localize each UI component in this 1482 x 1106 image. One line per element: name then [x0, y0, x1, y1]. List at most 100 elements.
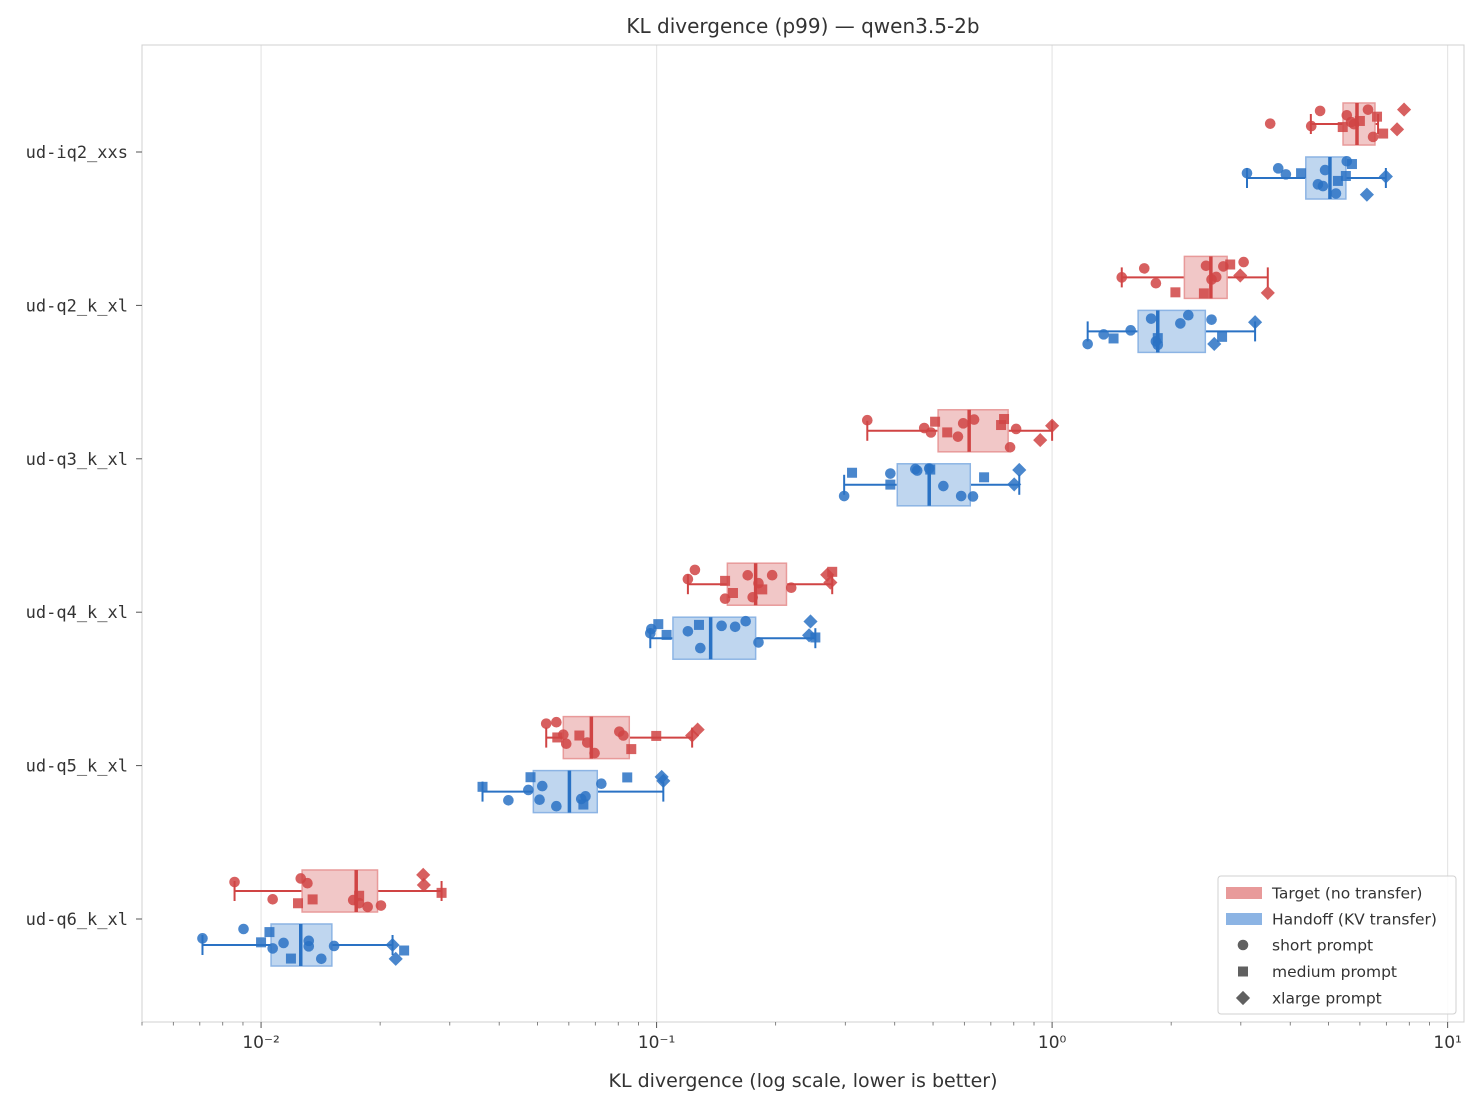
data-point-short [1314, 105, 1326, 117]
x-tick-label: 10⁻² [242, 1033, 279, 1053]
data-point-xlarge [416, 877, 431, 893]
data-point-short [197, 933, 208, 944]
data-point-short [957, 418, 969, 429]
data-point-short [1138, 263, 1150, 274]
data-point-short [682, 573, 694, 585]
y-tick-label: ud-q4_k_xl [26, 603, 128, 623]
data-point-medium [399, 945, 410, 956]
data-point-medium [661, 629, 672, 640]
data-point-short [534, 794, 545, 806]
data-point-short [838, 490, 850, 502]
data-point-short [1264, 118, 1276, 129]
data-point-xlarge [1260, 285, 1275, 300]
data-point-short [952, 431, 964, 442]
legend: Target (no transfer) Handoff (KV transfer… [1217, 875, 1457, 1015]
data-point-short [862, 414, 873, 426]
data-point-short [551, 800, 562, 812]
data-point-short [1098, 329, 1109, 340]
data-point-short [747, 591, 759, 603]
data-point-short [523, 784, 534, 796]
data-point-xlarge [802, 628, 817, 643]
data-point-short [1367, 131, 1379, 143]
data-point-short [303, 941, 315, 952]
data-point-medium [847, 467, 858, 478]
data-point-medium [1217, 331, 1228, 342]
data-point-medium [720, 575, 731, 586]
x-axis-label: KL divergence (log scale, lower is bette… [608, 1070, 997, 1092]
data-point-medium [1225, 259, 1236, 270]
chart-title: KL divergence (p99) — qwen3.5-2b [626, 14, 979, 38]
data-point-medium [307, 894, 318, 905]
data-point-short [551, 716, 562, 728]
box-plots [201, 102, 1387, 967]
data-point-xlarge [1012, 462, 1027, 478]
data-point-short [328, 940, 340, 952]
data-point-short [885, 468, 896, 479]
data-point-medium [354, 890, 365, 901]
data-point-short [375, 900, 387, 911]
data-point-xlarge [1248, 315, 1263, 330]
data-point-short [766, 569, 778, 581]
data-point-short [682, 625, 694, 637]
data-point-medium [525, 772, 536, 783]
data-point-medium [285, 953, 296, 964]
y-tick-label: ud-iq2_xxs [26, 143, 128, 163]
x-tick-label: 10⁰ [1038, 1033, 1067, 1053]
data-point-short [267, 943, 278, 954]
plot-frame [141, 44, 1465, 1023]
data-point-medium [757, 584, 768, 595]
data-point-short [1145, 313, 1157, 324]
data-point-short [729, 621, 741, 633]
data-point-xlarge [1389, 122, 1405, 137]
data-point-short [278, 937, 289, 949]
data-point-xlarge [1359, 187, 1374, 202]
data-point-medium [1372, 111, 1383, 122]
data-point-short [362, 901, 373, 913]
legend-label: xlarge prompt [1272, 990, 1382, 1008]
data-point-short [742, 570, 754, 581]
legend-swatch [1226, 913, 1262, 925]
data-point-medium [1332, 175, 1343, 186]
data-point-medium [827, 566, 838, 577]
data-point-short [938, 480, 949, 492]
x-tick-label: 10¹ [1433, 1033, 1461, 1053]
data-point-short [716, 620, 727, 632]
data-point-short [695, 642, 706, 654]
data-point-short [589, 747, 600, 759]
data-point-xlarge [1396, 102, 1412, 117]
data-point-short [315, 953, 327, 965]
data-point-short [503, 795, 514, 806]
data-point-short [1241, 167, 1253, 179]
data-point-short [1305, 120, 1317, 132]
data-point-xlarge [388, 951, 403, 966]
legend-marker-square [1238, 966, 1248, 977]
y-tick-label: ud-q3_k_xl [26, 450, 128, 470]
data-point-xlarge [1233, 268, 1248, 283]
data-point-short [968, 414, 980, 425]
data-point-short [540, 718, 552, 729]
grid [260, 45, 1449, 1022]
data-point-short [1238, 256, 1249, 268]
data-point-medium [1198, 288, 1209, 299]
y-tick-label: ud-q2_k_xl [26, 296, 128, 316]
data-point-short [955, 490, 967, 502]
legend-swatch [1226, 887, 1262, 899]
data-point-short [581, 737, 593, 748]
data-point-xlarge [385, 937, 400, 953]
data-point-medium [1296, 168, 1307, 179]
data-point-medium [810, 632, 821, 643]
data-point-medium [1108, 333, 1119, 344]
data-point-short [1010, 423, 1022, 435]
data-point-medium [653, 619, 664, 630]
data-point-short [967, 491, 979, 502]
data-point-medium [999, 414, 1010, 425]
data-point-medium [942, 427, 953, 438]
data-point-short [1183, 309, 1194, 321]
x-axis: 10⁻² 10⁻¹ 10⁰ 10¹ [141, 1022, 1462, 1053]
data-point-medium [693, 619, 704, 630]
data-point-medium [1378, 128, 1389, 139]
data-point-short [740, 615, 751, 627]
data-point-medium [1337, 122, 1348, 133]
data-point-short [785, 582, 797, 594]
data-point-medium [1354, 115, 1365, 126]
